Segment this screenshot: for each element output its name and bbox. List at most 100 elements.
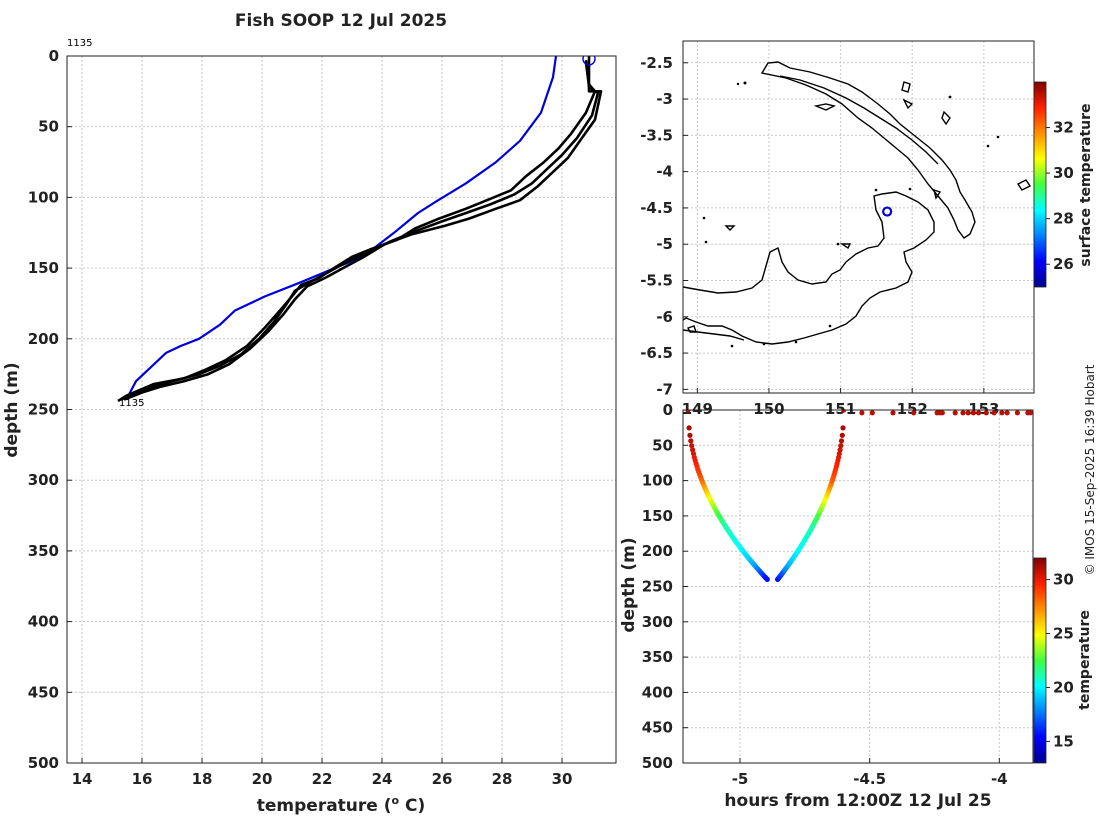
temperature-colorbar-tick-label: 20 [1053,678,1074,696]
profile-label-top: 1135 [67,38,92,49]
island-dot [762,342,766,346]
surface-temperature-colorbar-tick-label: 30 [1053,164,1074,182]
map-y-tick-label: -7 [656,380,673,398]
section-x-tick-label: -4.5 [853,770,886,788]
section-point [686,425,692,431]
profile-x-tick-label: 16 [132,770,153,788]
section-surface-point [999,410,1005,416]
section-ticks: -5 -4.5 -4 0 50 100 150 200 250 300 350 400 450 500 [642,401,1008,788]
island-dot [836,242,840,246]
section-surface-point [869,410,875,416]
surface-temperature-colorbar-tick-label: 26 [1053,255,1074,273]
section-surface-point [939,410,945,416]
profile-y-tick-label: 400 [28,613,59,631]
profile-y-tick-label: 450 [28,683,59,701]
section-surface-point [952,410,958,416]
map-y-tick-label: -3.5 [640,126,673,144]
coastline-islet [941,110,951,126]
profile-x-axis-label: temperature (o C) [257,794,426,816]
profile-y-tick-label: 200 [28,330,59,348]
section-point [838,443,844,449]
section-y-tick-label: 400 [642,683,673,701]
profile-x-label-main: temperature ( [257,796,392,816]
island-dot [704,240,708,244]
section-y-tick-label: 0 [663,401,673,419]
map-coastlines [683,61,1032,345]
island-dot [948,95,952,99]
temperature-colorbar-tick-label: 15 [1053,732,1074,750]
surface-temperature-colorbar-ticks: 26 28 30 32 [1046,119,1074,273]
section-surface-point [1014,410,1021,416]
surface-temperature-colorbar [1033,81,1047,288]
island-dot [743,81,747,85]
profile-surface-marker [582,56,596,66]
section-surface-point [911,410,917,416]
map-y-tick-label: -6.5 [640,344,673,362]
surface-temperature-colorbar-tick-label: 28 [1053,210,1074,228]
section-surface-point [976,410,982,416]
profile-y-tick-label: 150 [28,259,59,277]
cast-location-circle [882,206,893,217]
section-surface-point [1027,410,1033,416]
island-dot [702,216,706,220]
temperature-colorbar [1033,557,1047,764]
map-x-tick-label: 150 [753,400,784,418]
profile-x-tick-label: 28 [492,770,513,788]
profile-x-tick-label: 30 [552,770,573,788]
map-y-tick-label: -2.5 [640,54,673,72]
section-y-tick-label: 150 [642,507,673,525]
section-y-tick-label: 300 [642,613,673,631]
profile-y-tick-label: 500 [28,754,59,772]
map-y-tick-label: -4.5 [640,199,673,217]
section-point [689,443,695,449]
surface-temperature-colorbar-label: surface temperature [1078,103,1094,266]
section-surface-point [970,410,977,416]
coastline-islet [839,243,852,250]
section-surface-point [983,410,989,416]
map-x-tick-label: 152 [897,400,928,418]
profile-y-tick-label: 50 [38,118,59,136]
section-surface-point [890,410,896,416]
section-y-tick-label: 100 [642,472,673,490]
profile-lines [117,56,603,403]
island-dot [874,188,878,192]
map-island-dots [702,81,1000,348]
island-dot [828,324,832,328]
profile-y-tick-label: 300 [28,471,59,489]
section-surface-point [1004,410,1010,416]
section-x-tick-label: -4 [991,770,1008,788]
coastline-islet [933,188,942,200]
profile-x-label-end: C) [399,796,425,816]
temperature-profile-panel: 14 16 18 20 22 24 26 28 300501001502002503003504… [2,38,617,816]
section-surface-point [965,410,971,416]
profile-y-tick-label: 250 [28,401,59,419]
map-y-tick-label: -6 [656,308,673,326]
island-dot [730,344,734,348]
section-point [688,438,694,444]
profile-y-tick-label: 0 [49,47,59,65]
map-y-tick-label: -3 [656,90,673,108]
profile-x-tick-label: 14 [72,770,93,788]
map-x-tick-label: 149 [682,400,713,418]
profile-y-tick-label: 100 [28,188,59,206]
section-point [839,432,845,438]
section-point [764,576,770,583]
location-marker [882,206,893,217]
section-point [838,438,845,444]
profile-x-tick-label: 18 [192,770,213,788]
depth-time-section-panel: -5 -4.5 -4 0 50 100 150 200 250 300 350 400 450 500 d… [619,401,1093,811]
profile-x-tick-label: 22 [312,770,333,788]
coastline-islet [902,98,914,110]
profile-label-bottom: 1135 [119,398,144,409]
coastline-islet [687,325,697,333]
section-point [841,410,847,413]
section-surface-point [991,410,997,416]
map-frame [682,40,1035,394]
section-y-tick-label: 350 [642,648,673,666]
map-ticks: 149 150 151 152 153-2.5-3-3.5-4-4.5-5-5.5-6-… [640,54,999,418]
temperature-colorbar-tick-label: 25 [1053,625,1074,643]
chart-title: Fish SOOP 12 Jul 2025 [235,11,447,31]
coastline-islet [901,81,911,93]
profile-line-observed [120,60,600,401]
temperature-colorbar-label: temperature [1077,610,1093,710]
